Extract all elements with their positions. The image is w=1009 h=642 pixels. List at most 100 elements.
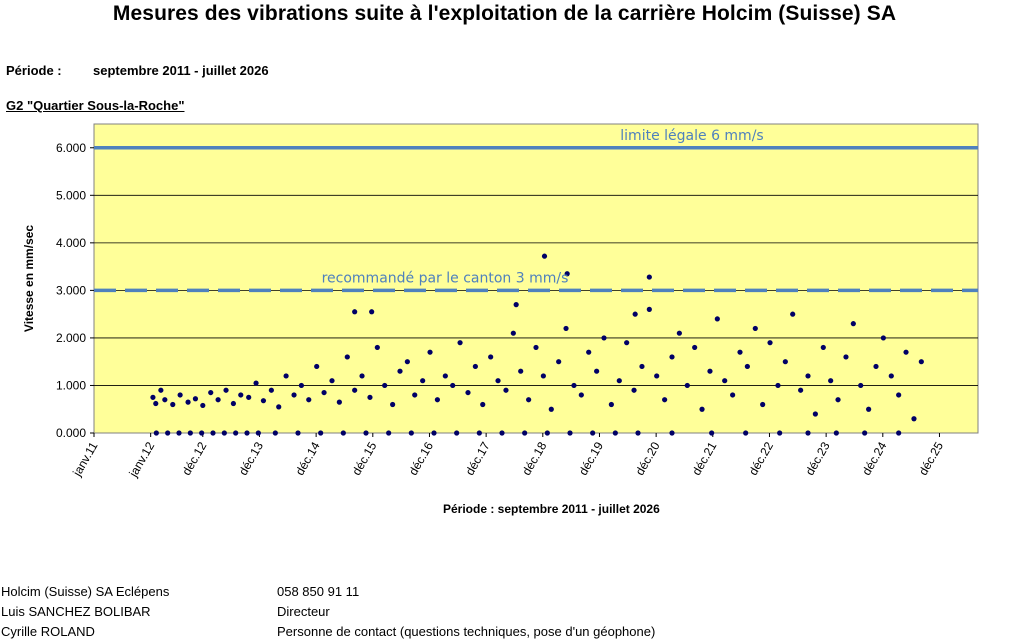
recommended-limit-label: recommandé par le canton 3 mm/s bbox=[322, 270, 569, 286]
data-point bbox=[563, 325, 569, 332]
data-point bbox=[298, 382, 304, 389]
data-point bbox=[850, 321, 856, 327]
data-point bbox=[276, 404, 282, 410]
data-point bbox=[177, 392, 183, 398]
data-point bbox=[434, 397, 440, 403]
period-value: septembre 2011 - juillet 2026 bbox=[93, 63, 269, 78]
station-name: G2 "Quartier Sous-la-Roche" bbox=[6, 98, 185, 113]
x-tick-label: déc.18 bbox=[519, 439, 549, 477]
data-point bbox=[233, 430, 239, 436]
data-point bbox=[306, 397, 312, 403]
director-name: Luis SANCHEZ BOLIBAR bbox=[1, 604, 151, 619]
data-point bbox=[790, 311, 796, 317]
data-point bbox=[544, 430, 550, 436]
data-point bbox=[352, 387, 358, 393]
data-point bbox=[646, 306, 652, 312]
data-point bbox=[283, 373, 289, 379]
company-name: Holcim (Suisse) SA Eclépens bbox=[1, 584, 170, 599]
data-point bbox=[246, 394, 252, 400]
data-point bbox=[408, 430, 414, 436]
data-point bbox=[314, 363, 320, 370]
x-tick-label: déc.16 bbox=[406, 439, 436, 477]
data-point bbox=[272, 430, 278, 436]
data-point bbox=[833, 430, 839, 436]
data-point bbox=[616, 378, 622, 384]
contact-name: Cyrille ROLAND bbox=[1, 624, 95, 639]
data-point bbox=[911, 416, 917, 422]
data-point bbox=[526, 397, 532, 403]
company-phone: 058 850 91 11 bbox=[277, 584, 360, 599]
data-point bbox=[737, 349, 743, 355]
data-point bbox=[386, 430, 392, 436]
data-point bbox=[684, 382, 690, 389]
data-point bbox=[153, 430, 159, 436]
data-point bbox=[215, 397, 221, 403]
data-point bbox=[556, 359, 562, 365]
data-point bbox=[578, 392, 584, 398]
data-point bbox=[730, 392, 736, 398]
x-tick-label: déc.23 bbox=[803, 439, 833, 477]
data-point bbox=[457, 340, 463, 346]
data-point bbox=[608, 401, 614, 408]
data-point bbox=[192, 396, 199, 402]
period-label: Période : bbox=[6, 63, 62, 78]
x-tick-label: déc.21 bbox=[689, 439, 719, 477]
data-point bbox=[866, 406, 872, 412]
data-point bbox=[888, 373, 894, 379]
data-point bbox=[654, 373, 660, 379]
contact-role: Personne de contact (questions technique… bbox=[277, 624, 656, 639]
data-point bbox=[843, 354, 849, 360]
data-point bbox=[260, 398, 267, 404]
x-tick-label: déc.22 bbox=[746, 439, 776, 477]
data-point bbox=[873, 363, 879, 370]
data-point bbox=[699, 406, 705, 412]
data-point bbox=[223, 387, 229, 393]
x-tick-label: déc.19 bbox=[576, 439, 606, 477]
data-point bbox=[480, 401, 486, 408]
data-point bbox=[390, 401, 396, 408]
data-point bbox=[329, 378, 335, 384]
data-point bbox=[200, 402, 206, 409]
data-point bbox=[820, 344, 826, 351]
data-point bbox=[488, 354, 494, 360]
y-tick-label: 2.000 bbox=[56, 331, 86, 345]
data-point bbox=[336, 399, 342, 405]
x-tick-label: déc.12 bbox=[179, 439, 209, 477]
data-point bbox=[601, 335, 607, 341]
data-point bbox=[153, 400, 159, 407]
data-point bbox=[669, 354, 675, 360]
data-point bbox=[495, 378, 501, 384]
data-point bbox=[442, 373, 448, 379]
data-point bbox=[858, 382, 864, 389]
data-point bbox=[450, 382, 456, 389]
data-point bbox=[454, 430, 460, 436]
x-tick-label: déc.20 bbox=[633, 439, 663, 477]
data-point bbox=[318, 430, 324, 436]
data-point bbox=[805, 430, 811, 436]
data-point bbox=[631, 387, 637, 393]
data-point bbox=[162, 397, 168, 403]
data-point bbox=[541, 253, 548, 259]
data-point bbox=[522, 430, 528, 436]
data-point bbox=[760, 401, 766, 408]
data-point bbox=[374, 344, 380, 351]
data-point bbox=[158, 387, 164, 393]
data-point bbox=[321, 389, 327, 396]
data-point bbox=[165, 430, 171, 436]
data-point bbox=[427, 349, 433, 355]
data-point bbox=[472, 363, 478, 370]
data-point bbox=[150, 394, 156, 400]
data-point bbox=[632, 311, 638, 317]
data-point bbox=[752, 325, 758, 332]
data-point bbox=[253, 380, 259, 386]
data-point bbox=[594, 368, 600, 374]
data-point bbox=[805, 373, 811, 379]
data-point bbox=[743, 430, 749, 436]
y-tick-label: 4.000 bbox=[56, 236, 86, 250]
data-point bbox=[170, 401, 176, 408]
x-tick-label: janv.12 bbox=[126, 439, 158, 480]
data-point bbox=[709, 430, 715, 436]
data-point bbox=[367, 394, 373, 400]
footer-row: Luis SANCHEZ BOLIBAR Directeur bbox=[1, 602, 1001, 622]
data-point bbox=[295, 430, 301, 436]
